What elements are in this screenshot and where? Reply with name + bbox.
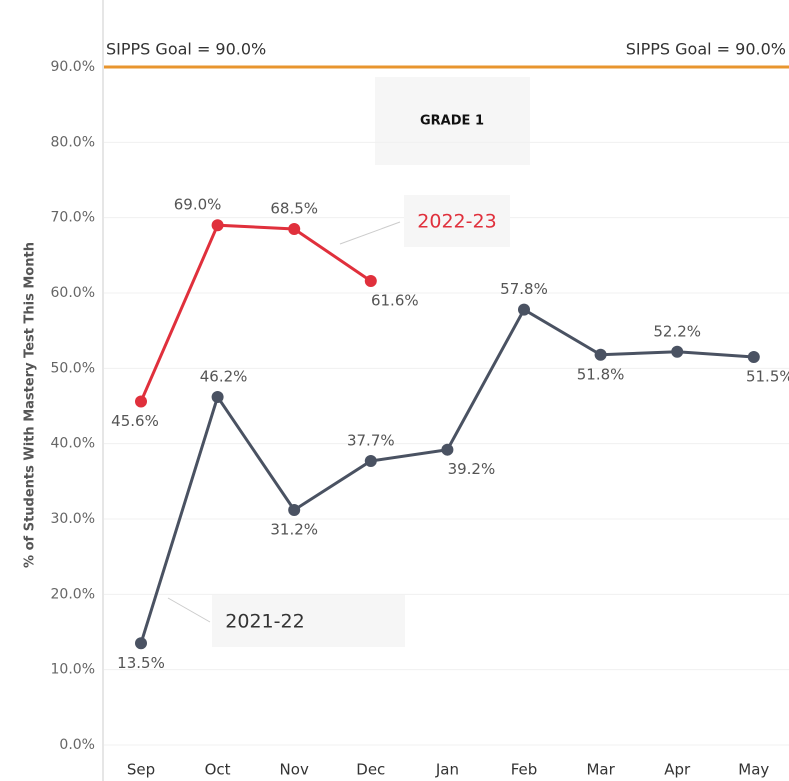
- data-point: [288, 503, 301, 516]
- data-point: [364, 274, 377, 287]
- series-label: 2021-22: [225, 611, 304, 633]
- data-point: [594, 348, 607, 361]
- x-tick-label: Dec: [356, 761, 385, 779]
- data-label: 46.2%: [200, 367, 248, 385]
- x-tick-label: Nov: [280, 761, 309, 779]
- y-axis-label: % of Students With Mastery Test This Mon…: [23, 242, 38, 568]
- data-point: [747, 351, 760, 364]
- callout-leader: [167, 597, 211, 623]
- goal-label: SIPPS Goal = 90.0%: [106, 40, 266, 59]
- x-tick-label: May: [738, 761, 769, 779]
- y-tick-label: 20.0%: [51, 586, 95, 602]
- callout-box: [212, 595, 405, 647]
- data-point: [135, 637, 147, 650]
- x-tick-label: Mar: [586, 761, 615, 779]
- goal-label: SIPPS Goal = 90.0%: [626, 40, 786, 59]
- data-label: 69.0%: [174, 196, 222, 214]
- data-point: [441, 443, 454, 456]
- data-label: 68.5%: [270, 199, 318, 217]
- data-label: 51.5%: [746, 368, 789, 386]
- x-tick-label: Oct: [205, 761, 231, 779]
- y-tick-label: 30.0%: [51, 511, 95, 527]
- y-tick-label: 10.0%: [51, 662, 95, 678]
- series-label: 2022-23: [417, 211, 496, 233]
- y-tick-label: 80.0%: [51, 134, 95, 150]
- x-tick-label: Sep: [127, 761, 155, 779]
- data-point: [671, 345, 684, 358]
- y-tick-label: 60.0%: [51, 285, 95, 301]
- x-tick-label: Apr: [664, 761, 691, 779]
- y-tick-label: 90.0%: [51, 59, 95, 75]
- data-label: 13.5%: [117, 654, 165, 672]
- chart-subtitle: GRADE 1: [420, 114, 484, 129]
- subtitle-box: [375, 77, 530, 165]
- data-label: 39.2%: [448, 460, 496, 478]
- y-tick-label: 0.0%: [59, 737, 95, 753]
- callout-box: [404, 195, 510, 247]
- callout-leader: [339, 221, 401, 245]
- data-label: 61.6%: [371, 291, 419, 309]
- data-label: 57.8%: [500, 280, 548, 298]
- data-label: 31.2%: [270, 520, 318, 538]
- data-label: 52.2%: [653, 322, 701, 340]
- x-tick-label: Jan: [435, 761, 459, 779]
- data-point: [364, 454, 377, 467]
- data-label: 37.7%: [347, 431, 395, 449]
- data-point: [288, 222, 301, 235]
- x-tick-label: Feb: [511, 761, 538, 779]
- series-line: [139, 223, 372, 403]
- y-tick-label: 50.0%: [51, 360, 95, 376]
- data-point: [211, 390, 224, 403]
- y-tick-label: 40.0%: [51, 436, 95, 452]
- data-point: [518, 303, 530, 316]
- data-label: 45.6%: [111, 412, 159, 430]
- data-point: [211, 219, 224, 232]
- data-point: [135, 395, 147, 408]
- data-label: 51.8%: [577, 365, 625, 383]
- y-tick-label: 70.0%: [51, 210, 95, 226]
